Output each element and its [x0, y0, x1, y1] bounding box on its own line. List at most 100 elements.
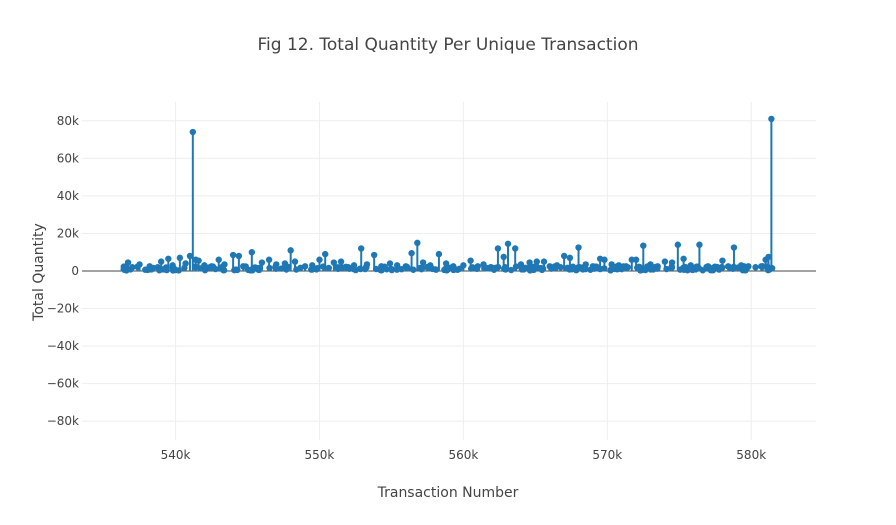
data-point [165, 255, 172, 262]
data-point [696, 241, 703, 248]
data-point [195, 257, 202, 264]
data-point [322, 250, 329, 258]
data-point [148, 266, 155, 273]
data-point [632, 256, 640, 263]
data-point [388, 266, 396, 274]
y-tick-label: 80k [57, 114, 79, 128]
data-point [176, 254, 184, 262]
data-point [728, 264, 736, 272]
data-point [157, 258, 165, 265]
data-point [410, 266, 417, 273]
y-tick-label: −80k [47, 414, 79, 428]
data-point [393, 266, 401, 273]
x-tick-label: 580k [736, 448, 766, 462]
data-point [330, 259, 338, 266]
x-tick-labels: 540k 550k 560k 570k 580k [161, 448, 767, 462]
data-point [220, 267, 228, 274]
data-point [258, 259, 266, 266]
y-tick-label: 60k [57, 151, 79, 165]
data-point [560, 252, 568, 260]
data-point [358, 245, 365, 252]
data-point [501, 264, 509, 271]
data-point [265, 256, 273, 263]
x-tick-label: 570k [592, 448, 622, 462]
data-point [189, 128, 197, 136]
data-point [533, 258, 540, 265]
data-point [247, 267, 254, 274]
data-point [668, 264, 676, 271]
data-point [386, 260, 394, 267]
data-point [759, 263, 766, 270]
y-tick-label: −60k [47, 377, 79, 391]
data-point [467, 257, 474, 264]
data-point [372, 265, 380, 273]
data-point [575, 244, 582, 251]
data-point [661, 258, 669, 265]
data-point [740, 266, 748, 273]
y-tick-labels: −80k −60k −40k −20k 0 20k 40k 60k 80k [47, 114, 79, 428]
data-point [255, 266, 263, 274]
x-tick-label: 540k [161, 448, 191, 462]
y-tick-label: 20k [57, 226, 79, 240]
data-point [618, 265, 625, 273]
data-point [636, 263, 643, 271]
data-point [695, 264, 703, 272]
y-tick-label: 40k [57, 189, 79, 203]
x-axis-title: Transaction Number [377, 485, 519, 501]
data-point [649, 265, 657, 272]
data-point [568, 266, 576, 273]
data-point [540, 258, 548, 265]
data-point [640, 242, 647, 249]
data-point [215, 256, 222, 263]
data-point [248, 249, 256, 256]
y-tick-label: 0 [71, 264, 79, 278]
data-point [297, 264, 304, 271]
data-point [765, 253, 772, 261]
data-point [404, 265, 411, 272]
data-point [272, 263, 279, 270]
data-point [566, 254, 574, 262]
data-point [186, 252, 194, 260]
data-point [320, 263, 327, 270]
data-point [435, 250, 443, 258]
data-point [175, 267, 182, 274]
data-point [582, 265, 589, 273]
data-point [163, 266, 170, 274]
data-point [235, 252, 243, 260]
data-point [681, 263, 689, 271]
data-point [325, 264, 332, 272]
data-point [170, 266, 177, 273]
data-point [507, 266, 515, 274]
data-point [730, 244, 738, 251]
data-point [287, 247, 294, 254]
data-point [418, 265, 425, 273]
data-point [456, 265, 463, 273]
chart-title: Fig 12. Total Quantity Per Unique Transa… [258, 35, 639, 55]
data-point [414, 239, 421, 247]
data-point [134, 263, 141, 270]
data-point [601, 256, 608, 263]
data-point [707, 267, 715, 274]
data-point [587, 266, 594, 273]
data-point [469, 264, 476, 271]
data-point [429, 265, 436, 273]
data-points [120, 115, 776, 274]
data-point [613, 263, 621, 270]
data-point [408, 249, 415, 257]
data-point [142, 266, 149, 273]
data-point [370, 251, 378, 259]
data-point [557, 264, 564, 271]
data-point [663, 265, 670, 273]
data-point [674, 241, 682, 248]
data-point [156, 267, 163, 274]
data-point [350, 265, 357, 273]
data-point [527, 263, 534, 271]
data-point [201, 267, 209, 274]
data-point [229, 251, 237, 259]
stem-lines [122, 118, 774, 271]
data-point [551, 264, 559, 272]
x-tick-label: 560k [448, 448, 478, 462]
data-point [423, 263, 431, 271]
data-point [284, 263, 292, 270]
data-point [719, 257, 726, 264]
